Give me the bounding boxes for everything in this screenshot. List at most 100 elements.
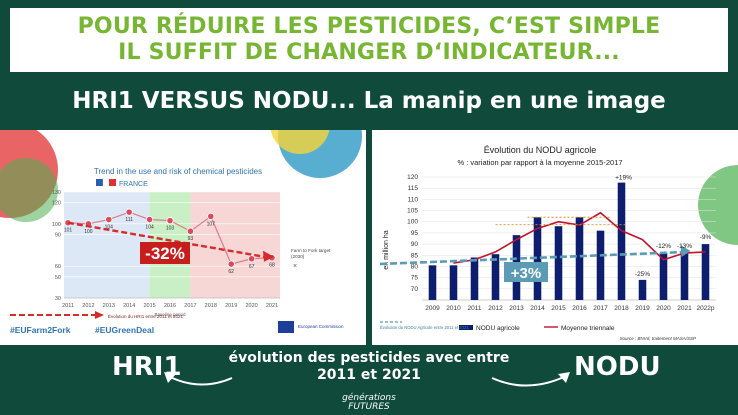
hri1-point — [207, 212, 215, 220]
nodu-increase-label: +3% — [511, 265, 541, 282]
hri1-point — [166, 217, 174, 225]
hri1-x-tick-label: 2011 — [62, 303, 74, 309]
legend-nodu-swatch — [459, 325, 473, 330]
hri1-x-tick-label: 2019 — [225, 303, 237, 309]
hri1-data-label: 68 — [269, 263, 275, 269]
comparison-subtitle: HRI1 VERSUS NODU... La manip en une imag… — [72, 88, 666, 114]
hri1-data-label: 107 — [207, 221, 216, 227]
hri1-data-label: 100 — [84, 229, 93, 235]
hri1-reduction-badge — [140, 242, 190, 264]
nodu-x-tick-label: 2021 — [677, 305, 692, 312]
nodu-y-tick-label: 75 — [411, 275, 419, 282]
nodu-bar — [680, 253, 689, 300]
hri1-x-tick-label: 2018 — [205, 303, 217, 309]
headline-line-1: POUR RÉDUIRE LES PESTICIDES, C‘EST SIMPL… — [77, 14, 661, 39]
hri1-x-tick-label: 2014 — [123, 303, 135, 309]
flag-red — [109, 179, 116, 186]
nodu-x-tick-label: 2018 — [614, 305, 629, 312]
hri1-x-tick-label: 2021 — [266, 303, 278, 309]
hri1-y-tick-label: 60 — [55, 264, 61, 270]
flag-white — [102, 178, 110, 187]
nodu-x-tick-label: 2013 — [509, 305, 524, 312]
hri1-y-tick-label: 130 — [52, 190, 61, 196]
nodu-title: Évolution du NODU agricole — [484, 145, 597, 155]
generations-futures-logo: générations FUTURES — [0, 394, 738, 412]
hri1-legend: Évolution du HRI1 entre 2011 et 2021 — [108, 313, 183, 319]
nodu-x-tick-label: 2011 — [468, 305, 482, 312]
hri1-point — [186, 227, 194, 235]
nodu-source: Source : BNVd, traitement MASA/SSP — [619, 336, 696, 341]
hri1-data-label: 101 — [64, 228, 73, 234]
hri1-x-tick-label: 2015 — [143, 303, 155, 309]
hri1-target-mark-icon: × — [293, 263, 297, 270]
hri1-y-tick-label: 50 — [55, 275, 61, 281]
nodu-x-tick-label: 2017 — [593, 305, 608, 312]
hashtag-greendeal: #EUGreenDeal — [95, 325, 154, 335]
nodu-x-tick-label: 2012 — [488, 305, 503, 312]
hri1-target-label: Farm to Fork target — [291, 248, 331, 253]
hashtag-farm2fork: #EUFarm2Fork — [10, 325, 71, 335]
decor-green-circle-right — [698, 165, 738, 245]
nodu-chart-panel: Évolution du NODU agricole % : variation… — [372, 130, 738, 345]
footer-caption: évolution des pesticides avec entre 2011… — [0, 350, 738, 384]
nodu-y-tick-label: 105 — [407, 208, 418, 215]
headline-line-2: IL SUFFIT DE CHANGER D‘INDICATEUR... — [118, 40, 620, 65]
nodu-bar — [533, 217, 542, 300]
decor-yellow-circle — [270, 130, 330, 154]
hri1-y-tick-label: 30 — [55, 296, 61, 302]
nodu-y-tick-label: 115 — [408, 185, 419, 192]
hri1-data-label: 67 — [249, 264, 255, 270]
nodu-annotation-2021: -13% — [677, 243, 692, 250]
hri1-title: Trend in the use and risk of chemical pe… — [94, 167, 262, 176]
hri1-trend-arrow — [67, 221, 265, 258]
nodu-bar — [659, 253, 668, 300]
hri1-pre-baseline-zone — [64, 192, 150, 298]
hri1-point — [248, 255, 256, 263]
hri1-x-tick-label: 2013 — [103, 303, 115, 309]
hri1-point — [125, 208, 133, 216]
nodu-y-tick-label: 80 — [411, 263, 419, 270]
hri1-point — [227, 260, 235, 268]
nodu-comparison-arrow — [379, 250, 685, 266]
eu-commission-logo-text: European Commission — [298, 324, 344, 329]
hri1-point — [146, 215, 154, 224]
nodu-x-tick-label: 2010 — [446, 305, 461, 312]
hri1-y-tick-label: 120 — [52, 201, 61, 207]
nodu-bar — [428, 265, 437, 300]
hri1-data-label: 93 — [188, 236, 194, 242]
nodu-x-tick-label: 2009 — [425, 305, 440, 312]
headline-banner: POUR RÉDUIRE LES PESTICIDES, C‘EST SIMPL… — [10, 8, 728, 72]
nodu-y-tick-label: 85 — [411, 252, 419, 259]
nodu-increase-badge — [504, 262, 548, 282]
nodu-comparison-arrow-head-icon — [680, 245, 691, 258]
hri1-chart: Trend in the use and risk of chemical pe… — [0, 130, 362, 335]
decor-green-circle — [0, 158, 58, 222]
legend-trend-label: Moyenne triennale — [561, 325, 615, 332]
nodu-y-tick-label: 90 — [411, 241, 419, 248]
footer-caption-line-2: 2011 et 2021 — [317, 367, 421, 383]
nodu-bar — [617, 182, 626, 300]
nodu-annotation-2019: -25% — [635, 271, 650, 278]
nodu-y-tick-label: 70 — [411, 286, 419, 293]
nodu-x-tick-label: 2020 — [656, 305, 671, 312]
brand-line-1: générations — [342, 393, 396, 403]
hri1-target-year: (2030) — [291, 254, 305, 259]
nodu-x-tick-label: 2014 — [530, 305, 545, 312]
nodu-x-tick-label: 2016 — [572, 305, 587, 312]
hri1-point — [105, 215, 113, 224]
hri1-y-tick-label: 90 — [55, 232, 61, 238]
nodu-y-tick-label: 120 — [407, 174, 418, 181]
nodu-x-tick-label: 2015 — [551, 305, 566, 312]
nodu-bar — [596, 230, 605, 300]
nodu-y-tick-label: 100 — [407, 219, 418, 226]
nodu-ylabel: en million ha — [383, 230, 390, 269]
hri1-x-tick-label: 2017 — [184, 303, 196, 309]
nodu-bar — [491, 254, 500, 300]
hri1-x-tick-label: 2016 — [164, 303, 176, 309]
nodu-annotation-2018: +19% — [615, 175, 632, 182]
eu-flag-icon — [278, 321, 294, 333]
hri1-y-tick-label: 100 — [52, 222, 61, 228]
nodu-x-tick-label: 2019 — [635, 305, 650, 312]
nodu-subtitle: % : variation par rapport à la moyenne 2… — [457, 158, 622, 167]
hri1-data-label: 104 — [105, 225, 114, 231]
